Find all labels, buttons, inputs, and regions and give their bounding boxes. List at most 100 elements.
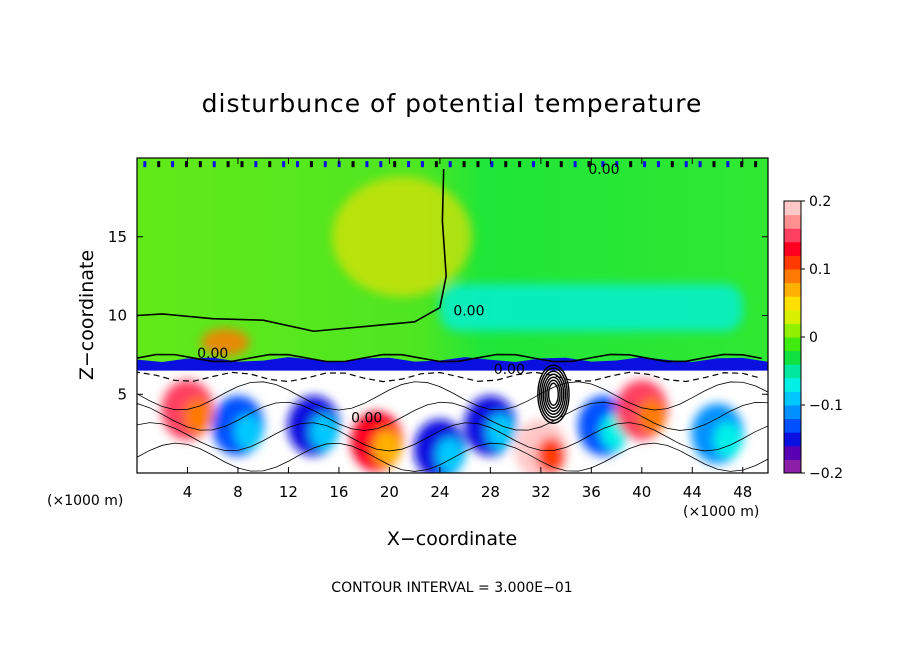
noise-tick — [601, 161, 605, 168]
colorbar-swatch — [784, 255, 801, 270]
plot-area: 0.00 0.00 0.00 0.00 0.00 — [137, 158, 768, 473]
x-tick-label: 8 — [233, 483, 243, 501]
noise-tick — [157, 161, 161, 168]
noise-tick — [643, 161, 647, 168]
contour-lower — [137, 401, 768, 431]
noise-tick — [573, 161, 577, 168]
noise-tick — [656, 161, 660, 168]
colorbar-swatch — [784, 269, 801, 284]
contour-lower — [137, 442, 768, 472]
cell-2-edge — [309, 413, 338, 450]
x-tick-label: 48 — [733, 483, 752, 501]
y-axis-label: Z−coordinate — [76, 250, 98, 380]
x-tick-label: 4 — [183, 483, 193, 501]
colorbar-swatch — [784, 459, 801, 474]
noise-tick — [393, 161, 397, 168]
noise-tick — [754, 161, 758, 168]
noise-tick — [629, 161, 633, 168]
noise-tick — [226, 161, 230, 168]
cell-0-edge — [183, 398, 212, 434]
contour-label: 0.00 — [351, 411, 382, 427]
noise-tick — [212, 161, 216, 168]
noise-tick — [670, 161, 674, 168]
contour-lower — [137, 381, 768, 411]
colorbar-swatch — [784, 405, 801, 420]
contour-zero-tropopause — [137, 353, 762, 363]
noise-tick — [559, 161, 563, 168]
contour-lines — [137, 169, 768, 472]
colorbar-tick-label: 0.2 — [809, 194, 831, 210]
x-unit-right: (×1000 m) — [683, 504, 759, 520]
x-tick-label: 20 — [380, 483, 399, 501]
contour-ring — [537, 364, 570, 424]
x-axis-label: X−coordinate — [387, 528, 517, 550]
x-tick-label: 24 — [430, 483, 449, 501]
cell-3-edge — [372, 429, 401, 466]
contour-ring — [540, 370, 567, 418]
noise-tick — [532, 161, 536, 168]
colorbar-swatch — [784, 282, 801, 297]
noise-tick — [518, 161, 522, 168]
lower-layer-field — [161, 380, 744, 473]
y-axis-ticks: 5 10 15 — [108, 228, 768, 403]
colorbar-swatch — [784, 432, 801, 447]
noise-tick — [198, 161, 202, 168]
cell-5-edge — [486, 413, 515, 450]
noise-tick — [490, 161, 494, 168]
x-axis-ticks: 4 8 12 16 20 24 28 32 36 40 44 48 — [183, 158, 752, 501]
chart-title: disturbunce of potential temperature — [202, 89, 703, 118]
x-unit-left: (×1000 m) — [47, 493, 123, 509]
field-blobs — [201, 176, 743, 357]
noise-tick — [740, 161, 744, 168]
noise-tick — [365, 161, 369, 168]
colorbar-tick-label: −0.1 — [809, 398, 843, 414]
colorbar-swatch — [784, 337, 801, 352]
noise-tick — [420, 161, 424, 168]
contour-negative-band — [137, 371, 762, 383]
colorbar — [784, 201, 801, 474]
region-right-upper — [439, 284, 743, 332]
noise-tick — [684, 161, 688, 168]
colorbar-swatch — [784, 309, 801, 324]
cell-4-edge — [435, 437, 464, 473]
top-noise-strip — [143, 161, 758, 168]
noise-tick — [337, 161, 341, 168]
noise-tick — [712, 161, 716, 168]
contour-labels: 0.00 0.00 0.00 0.00 0.00 — [197, 162, 619, 427]
noise-tick — [143, 161, 147, 168]
tropopause-band — [137, 357, 768, 374]
noise-tick — [476, 161, 480, 168]
noise-tick — [462, 161, 466, 168]
x-tick-label: 16 — [329, 483, 348, 501]
x-tick-label: 12 — [279, 483, 298, 501]
noise-tick — [282, 161, 286, 168]
contour-label: 0.00 — [453, 304, 484, 320]
colorbar-swatch — [784, 364, 801, 379]
colorbar-swatch — [784, 214, 801, 229]
x-tick-label: 44 — [683, 483, 702, 501]
colorbar-swatch — [784, 296, 801, 311]
contour-zero-upper — [137, 169, 447, 333]
noise-tick — [309, 161, 313, 168]
y-tick-label: 15 — [108, 228, 127, 246]
noise-tick — [296, 161, 300, 168]
x-tick-label: 40 — [632, 483, 651, 501]
colorbar-tick-label: 0 — [809, 330, 818, 346]
contour-lower — [137, 422, 768, 452]
noise-tick — [351, 161, 355, 168]
colorbar-swatch — [784, 323, 801, 338]
noise-tick — [184, 161, 188, 168]
noise-tick — [698, 161, 702, 168]
x-tick-label: 32 — [531, 483, 550, 501]
lower-layer-cells — [137, 161, 768, 473]
colorbar-swatch — [784, 418, 801, 433]
colorbar-swatch — [784, 377, 801, 392]
colorbar-swatch — [784, 228, 801, 243]
x-tick-label: 28 — [481, 483, 500, 501]
noise-tick — [379, 161, 383, 168]
colorbar-tick-label: 0.1 — [809, 262, 831, 278]
noise-tick — [407, 161, 411, 168]
noise-tick — [587, 161, 591, 168]
colorbar-ticks: 0.2 0.1 0 −0.1 −0.2 — [801, 194, 843, 482]
contour-label: 0.00 — [197, 346, 228, 362]
